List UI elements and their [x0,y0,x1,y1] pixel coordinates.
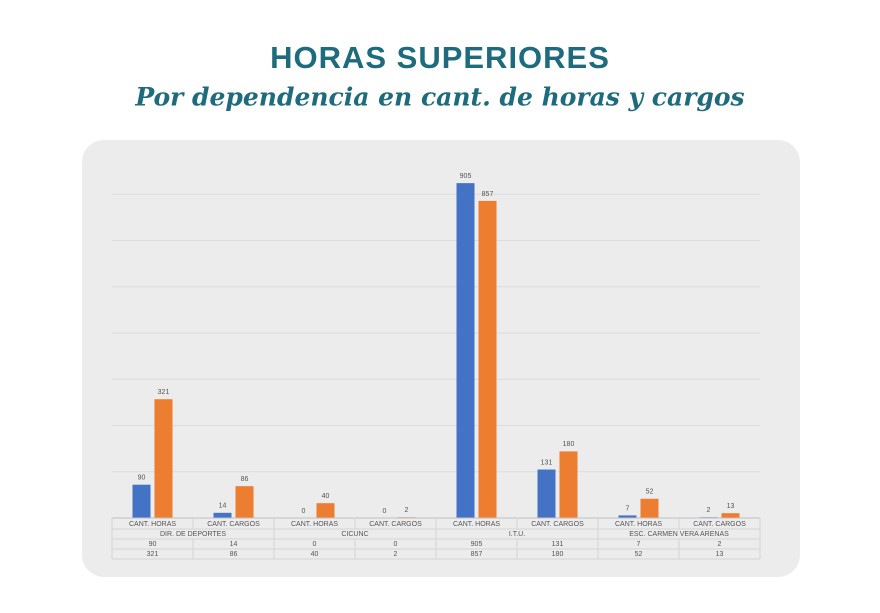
bar [537,469,556,518]
bar [154,399,173,518]
x-tick-label: CANT. CARGOS [369,521,422,528]
value-label: 131 [541,459,553,466]
table-value: 2 [394,551,398,558]
value-label: 0 [383,508,387,515]
value-label: 857 [482,191,494,198]
bar [721,513,740,518]
bar [478,200,497,518]
table-value: 0 [313,541,317,548]
chart-panel [82,140,800,577]
table-value: 905 [471,541,483,548]
value-label: 14 [219,503,227,510]
value-label: 321 [158,389,170,396]
chart-subtitle: Por dependencia en cant. de horas y carg… [134,83,744,112]
table-value: 321 [147,551,159,558]
table-value: 857 [471,551,483,558]
x-tick-label: CANT. HORAS [291,521,338,528]
group-label: CICUNC [341,531,368,538]
value-label: 90 [138,475,146,482]
value-label: 0 [302,508,306,515]
table-value: 2 [718,541,722,548]
table-value: 13 [716,551,724,558]
value-label: 905 [460,173,472,180]
bar [640,498,659,518]
group-label: ESC. CARMEN VERA ARENAS [629,531,729,538]
group-label: DIR. DE DEPORTES [160,531,226,538]
x-tick-label: CANT. HORAS [453,521,500,528]
bar [456,183,475,518]
group-label: I.T.U. [509,531,525,538]
table-value: 52 [635,551,643,558]
bar [213,512,232,518]
table-value: 40 [311,551,319,558]
value-label: 52 [646,489,654,496]
value-label: 2 [707,507,711,514]
x-tick-label: CANT. HORAS [129,521,176,528]
value-label: 13 [727,503,735,510]
x-tick-label: CANT. CARGOS [693,521,746,528]
value-label: 2 [405,507,409,514]
bar [618,515,637,518]
bar [559,451,578,518]
x-tick-label: CANT. HORAS [615,521,662,528]
table-value: 0 [394,541,398,548]
table-value: 180 [552,551,564,558]
table-value: 90 [149,541,157,548]
table-value: 7 [637,541,641,548]
value-label: 86 [241,476,249,483]
table-value: 14 [230,541,238,548]
bar [235,486,254,518]
value-label: 7 [626,505,630,512]
x-tick-label: CANT. CARGOS [531,521,584,528]
table-value: 131 [552,541,564,548]
value-label: 40 [322,493,330,500]
table-value: 86 [230,551,238,558]
value-label: 180 [563,441,575,448]
x-tick-label: CANT. CARGOS [207,521,260,528]
chart-title: HORAS SUPERIORES [270,40,610,75]
bar [316,503,335,518]
bar [132,484,151,518]
